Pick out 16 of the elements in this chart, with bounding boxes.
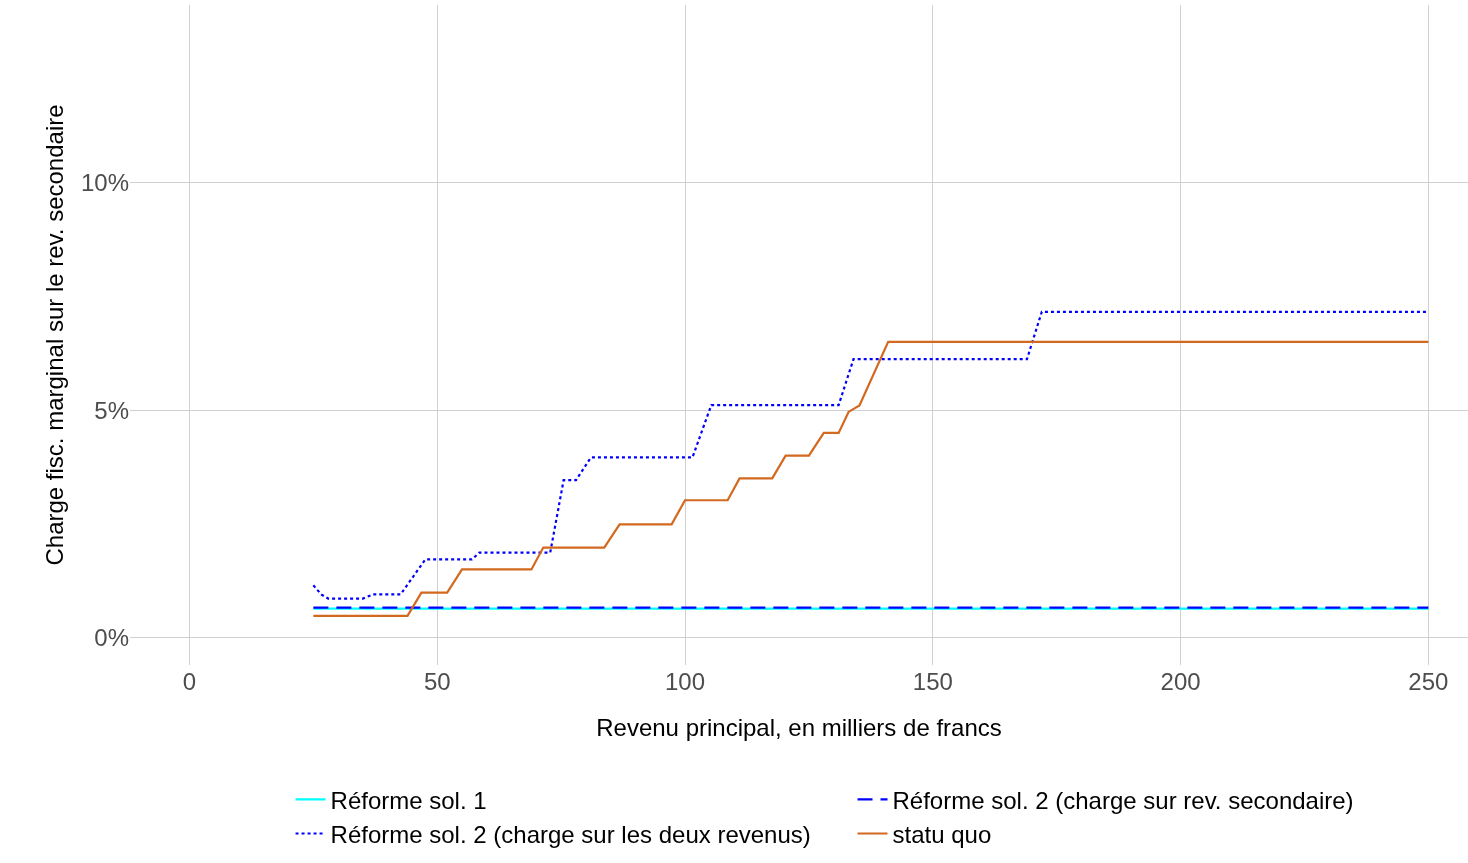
y-tick-label: 5% xyxy=(94,396,129,424)
x-tick-label: 150 xyxy=(912,668,953,695)
legend-label: statu quo xyxy=(892,820,992,848)
y-tick-label: 10% xyxy=(80,168,129,196)
x-tick-label: 100 xyxy=(665,668,706,695)
legend-label: Réforme sol. 1 xyxy=(330,786,487,814)
x-tick-label: 200 xyxy=(1160,668,1201,695)
x-tick-label: 50 xyxy=(423,668,451,695)
y-axis-title: Charge fisc. marginal sur le rev. secondaire xyxy=(41,104,69,566)
legend-label: Réforme sol. 2 (charge sur les deux revenus) xyxy=(330,820,811,848)
x-axis-title: Revenu principal, en milliers de francs xyxy=(596,714,1002,742)
x-tick-label: 250 xyxy=(1408,668,1449,695)
line-series xyxy=(312,340,1430,617)
x-tick-label: 0 xyxy=(182,668,197,695)
legend-label: Réforme sol. 2 (charge sur rev. secondaire) xyxy=(892,786,1354,814)
y-tick-label: 0% xyxy=(94,624,129,652)
